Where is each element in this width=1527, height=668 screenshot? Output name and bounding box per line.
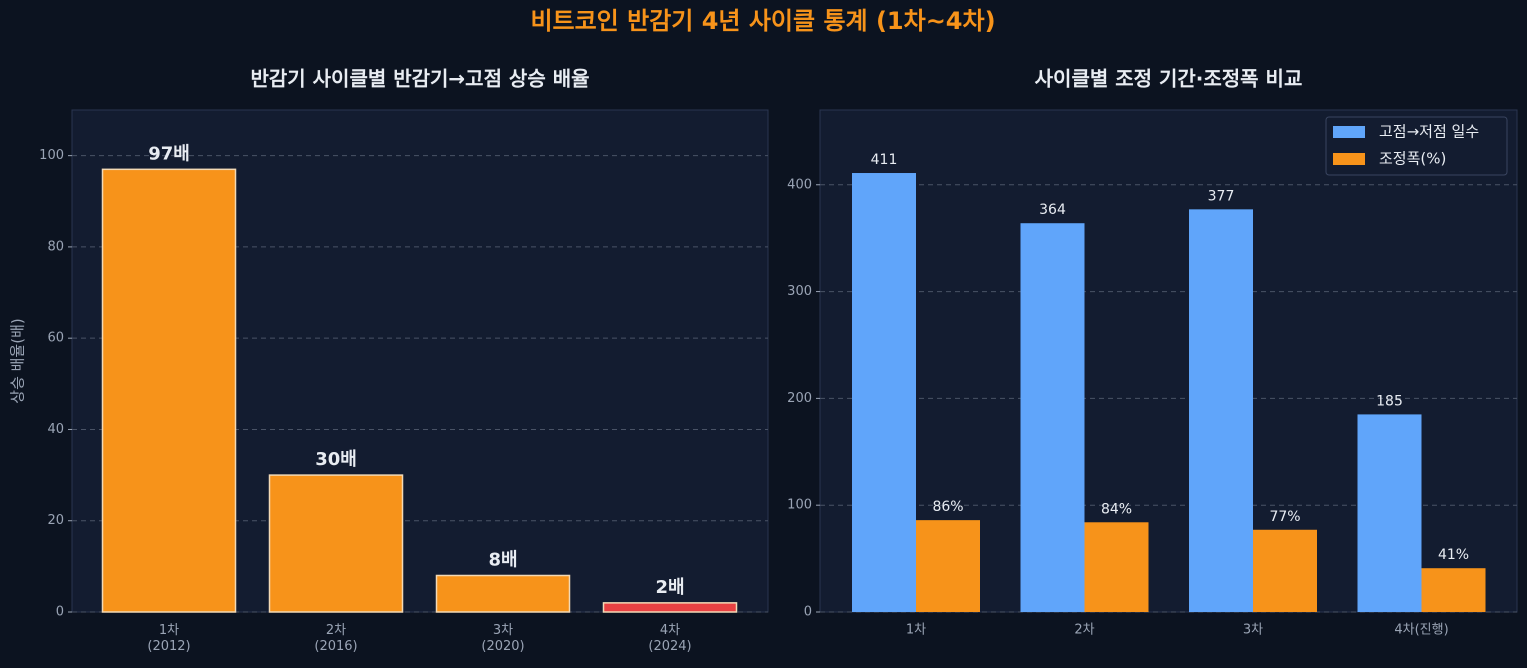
- bar: [1421, 568, 1486, 612]
- value-label: 97배: [148, 143, 190, 164]
- bar: [101, 168, 237, 613]
- x-tick-label: 3차: [1243, 623, 1263, 638]
- legend-box: [1325, 116, 1508, 176]
- x-tick-label: 2차: [1074, 623, 1094, 638]
- value-label: 86%: [932, 499, 963, 515]
- x-tick-label: 4차 (2024): [648, 623, 691, 654]
- chart-title: 반감기 사이클별 반감기→고점 상승 배율: [250, 67, 589, 91]
- x-tick-label: 3차 (2020): [481, 623, 524, 654]
- value-label: 8배: [488, 549, 517, 570]
- y-tick-label: 400: [787, 177, 812, 192]
- value-label: 84%: [1101, 501, 1132, 517]
- value-label: 411: [871, 152, 898, 168]
- bar: [1357, 414, 1422, 612]
- value-label: 77%: [1269, 509, 1300, 525]
- value-label: 41%: [1438, 547, 1469, 563]
- y-tick-label: 100: [787, 498, 812, 513]
- suptitle: 비트코인 반감기 4년 사이클 통계 (1차~4차): [530, 7, 995, 35]
- x-tick-label: 2차 (2016): [314, 623, 357, 654]
- value-label: 364: [1039, 202, 1066, 218]
- bar: [268, 474, 404, 613]
- bar: [1189, 209, 1253, 612]
- chart-title: 사이클별 조정 기간·조정폭 비교: [1035, 67, 1303, 91]
- bar: [602, 602, 738, 613]
- y-tick-label: 200: [787, 391, 812, 406]
- y-tick-label: 0: [56, 605, 64, 620]
- bar: [916, 520, 980, 612]
- legend-swatch: [1333, 126, 1365, 138]
- value-label: 377: [1208, 188, 1235, 204]
- x-tick-label: 1차 (2012): [147, 623, 190, 654]
- bar: [1020, 223, 1085, 612]
- value-label: 30배: [315, 449, 357, 470]
- y-tick-label: 300: [787, 284, 812, 299]
- y-tick-label: 40: [47, 422, 64, 437]
- y-tick-label: 100: [39, 148, 64, 163]
- y-tick-label: 80: [47, 239, 64, 254]
- y-tick-label: 0: [804, 605, 812, 620]
- y-axis-label: 상승 배율(배): [9, 318, 27, 403]
- bar: [1084, 522, 1149, 612]
- bar: [435, 574, 571, 613]
- legend-label: 고점→저점 일수: [1379, 123, 1479, 141]
- bar: [1253, 529, 1317, 612]
- legend-swatch: [1333, 153, 1365, 165]
- value-label: 2배: [655, 577, 684, 598]
- x-tick-label: 1차: [906, 623, 926, 638]
- legend-label: 조정폭(%): [1379, 150, 1446, 168]
- value-label: 185: [1376, 393, 1403, 409]
- bar: [852, 173, 916, 612]
- y-tick-label: 60: [47, 331, 64, 346]
- x-tick-label: 4차(진행): [1394, 622, 1448, 638]
- y-tick-label: 20: [47, 513, 64, 528]
